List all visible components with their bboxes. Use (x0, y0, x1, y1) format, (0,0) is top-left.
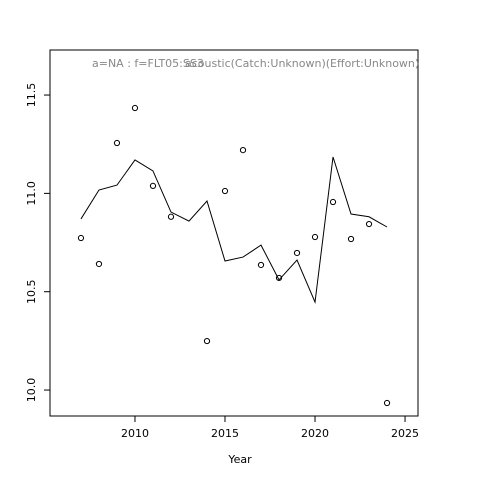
point (149, 182, 157, 189)
point (131, 104, 139, 112)
y-tick-label: 10.5 (25, 279, 38, 304)
x-tick-label: 2015 (211, 427, 239, 440)
point (311, 233, 319, 241)
point (167, 213, 175, 220)
point (329, 198, 337, 206)
y-tick-label: 11.0 (25, 181, 38, 206)
x-axis-label: Year (227, 453, 252, 466)
point (221, 187, 229, 195)
y-tick-label: 11.5 (25, 83, 38, 108)
y-tick-label: 10.0 (25, 378, 38, 403)
chart-title: acoustic(Catch:Unknown)(Effort:Unknown) (185, 57, 419, 70)
point (257, 261, 265, 269)
point (365, 220, 373, 228)
point (113, 139, 121, 147)
point (275, 274, 283, 282)
line (80, 156, 388, 305)
point (347, 235, 355, 243)
point (239, 147, 247, 154)
x-tick-label: 2025 (391, 427, 419, 440)
point (95, 260, 103, 268)
point (383, 399, 391, 407)
point (77, 234, 85, 242)
x-tick-label: 2020 (301, 427, 329, 440)
point (293, 249, 301, 257)
x-tick-label: 2010 (121, 427, 149, 440)
chart-title: a=NA : f=FLT05:SS3 (92, 57, 204, 70)
point (203, 337, 211, 345)
